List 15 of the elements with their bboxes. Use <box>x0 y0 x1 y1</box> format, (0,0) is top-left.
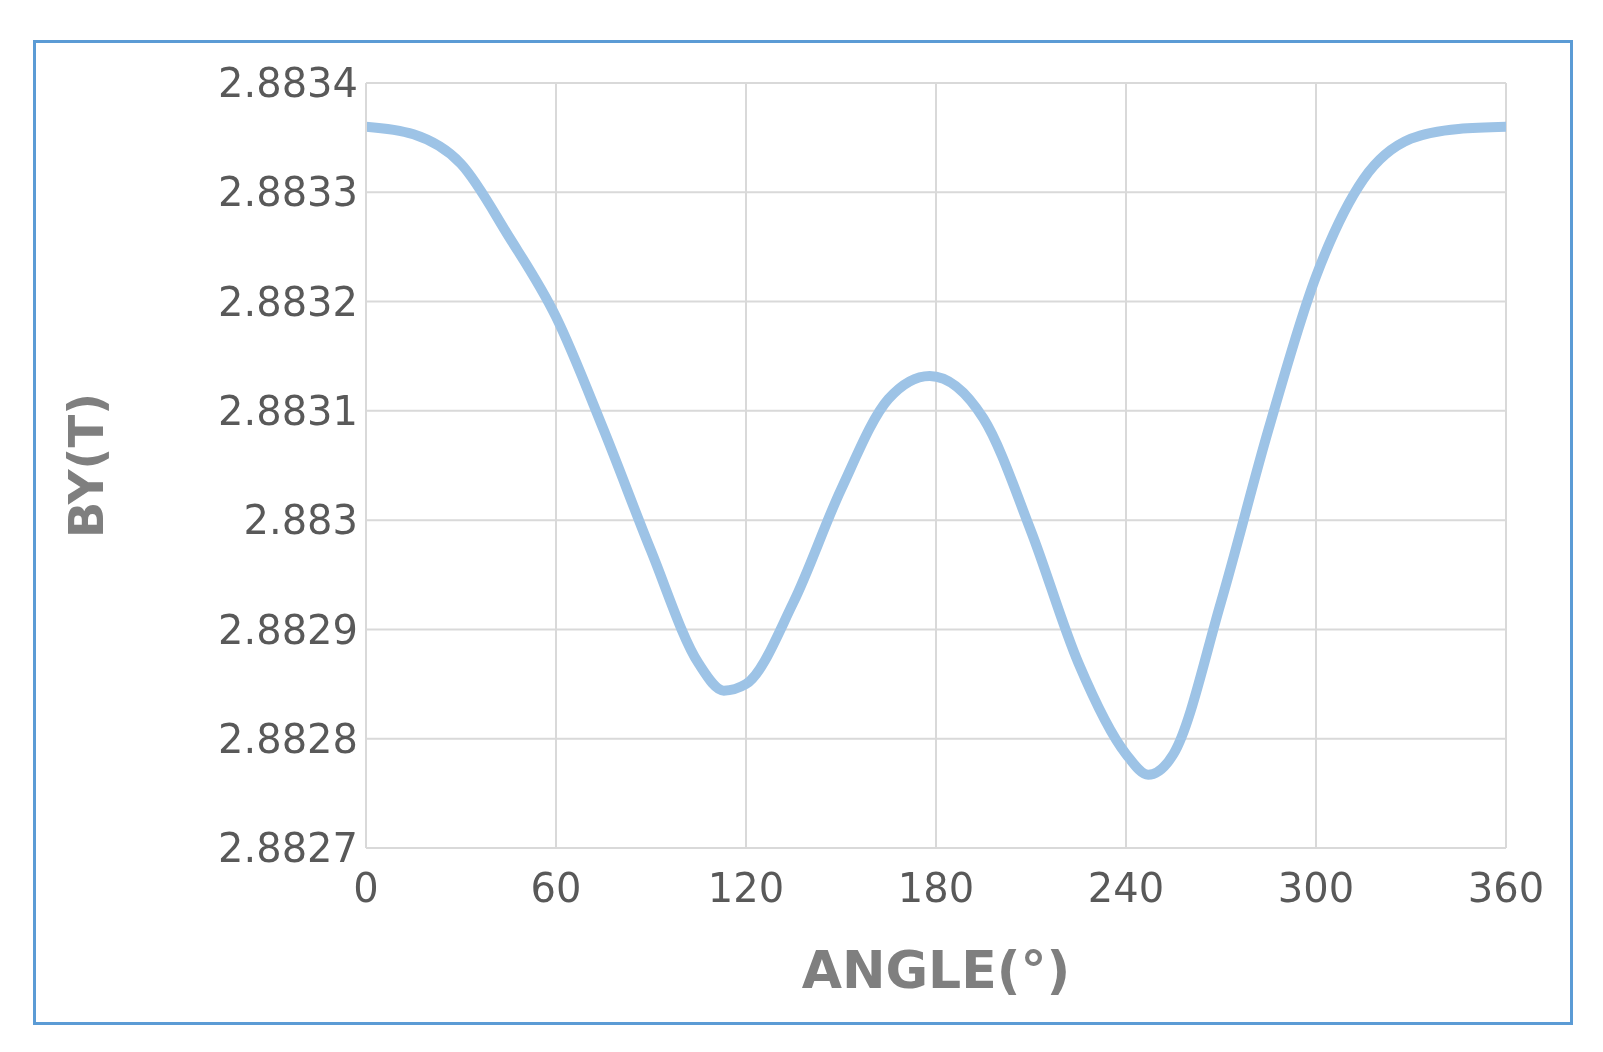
x-tick-label: 240 <box>1087 865 1165 912</box>
x-tick-label: 120 <box>707 865 785 912</box>
y-tick-label: 2.8832 <box>218 278 358 325</box>
y-tick-label: 2.8834 <box>218 60 358 107</box>
x-tick-label: 360 <box>1467 865 1545 912</box>
x-axis-title: ANGLE(°) <box>801 940 1071 1000</box>
y-tick-label: 2.8828 <box>218 715 358 762</box>
x-tick-label: 180 <box>897 865 975 912</box>
y-axis-title: BY(T) <box>58 392 115 539</box>
x-tick-label: 300 <box>1277 865 1355 912</box>
y-tick-label: 2.883 <box>243 497 358 544</box>
y-tick-label: 2.8833 <box>218 169 358 216</box>
y-tick-label: 2.8831 <box>218 388 358 435</box>
y-tick-label: 2.8829 <box>218 606 358 653</box>
x-tick-label: 60 <box>530 865 582 912</box>
